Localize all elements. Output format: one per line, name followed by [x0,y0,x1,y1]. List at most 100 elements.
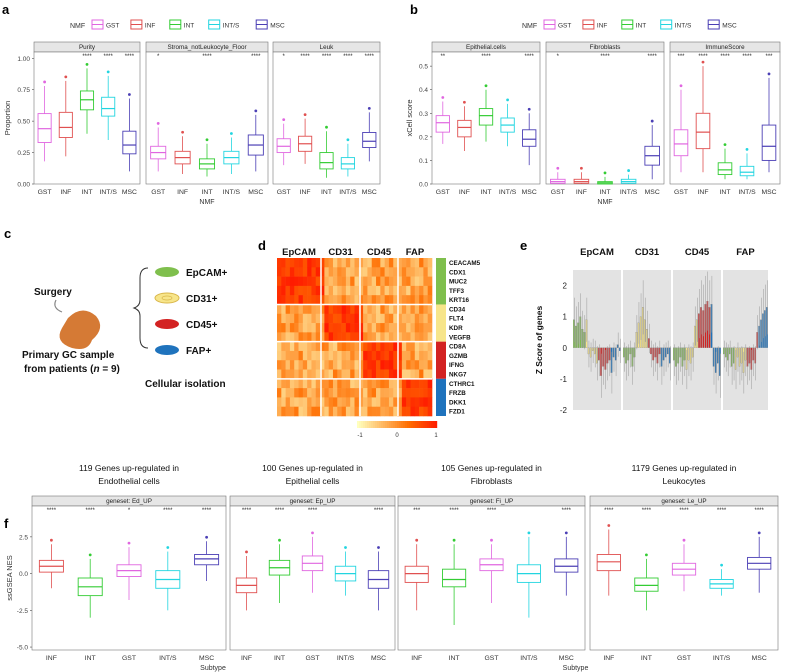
heatmap-cell [380,276,385,287]
heatmap-cell [294,332,299,342]
heatmap-cell [393,341,398,352]
heatmap-cell [376,267,381,277]
significance-label: *** [765,54,773,60]
zscore-bar [589,347,592,358]
heatmap-cell [376,378,381,389]
heatmap-cell [341,332,347,342]
zscore-bar [619,347,621,351]
y-tick-label: 1.00 [17,56,30,63]
heatmap-cell [324,313,329,324]
box-INF [404,565,429,583]
heatmap-cell [350,285,355,296]
zscore-bar [717,347,719,364]
outlier [463,100,466,104]
zscore-bar [644,319,646,348]
zscore-bar [617,344,619,348]
heatmap-cell [410,360,416,370]
heatmap-cell [337,332,342,342]
outlier [205,138,209,142]
zscore-bar [633,347,636,358]
heatmap-cell [419,341,424,352]
heatmap-cell [397,295,403,305]
cell-ellipse-CD45 [155,319,179,329]
heatmap-cell [414,388,420,398]
heatmap-cell [311,406,317,417]
heatmap-cell [281,397,286,408]
zscore-bar [681,347,684,367]
outlier [106,70,110,74]
heatmap-cell [294,341,299,352]
heatmap-cell [427,258,433,268]
heatmap-cell [285,313,291,324]
heatmap-cell [315,323,321,333]
zscore-bar [727,347,729,361]
heatmap-cell [320,397,325,408]
box-GST [435,115,450,133]
heatmap-cell [298,258,304,268]
heatmap-cell [363,323,368,333]
heatmap-cell [337,304,342,315]
facet-title: Epithelial.cells [466,44,506,51]
heatmap-cell [285,388,291,398]
colorbar-cell [397,421,400,428]
heatmap-cell [371,332,377,342]
heatmap-cell [397,267,403,277]
zscore-bar [710,304,713,348]
heatmap-cell [367,295,373,305]
heatmap-cell [289,397,295,408]
colorbar-cell [373,421,376,428]
heatmap-cell [388,378,394,389]
heatmap-cell [285,360,291,370]
legend-label: INF [597,23,608,30]
heatmap-cell [281,378,286,389]
heatmap-cell [358,313,364,324]
x-tick-label: INT/S [620,189,638,196]
heatmap-cell [315,258,321,268]
heatmap-cell [341,369,347,380]
heatmap-cell [376,360,381,370]
zscore-bar [596,347,598,364]
zscore-bar [604,347,607,370]
heatmap-cell [376,313,381,324]
gene-label: CTHRC1 [449,381,475,388]
x-tick-label: MSC [199,655,214,662]
gene-label: FRZB [449,390,466,397]
significance-label: **** [525,54,535,60]
zscore-bar [694,325,696,348]
heatmap-cell [393,304,398,315]
heatmap-cell [345,360,351,370]
heatmap-cell [302,360,308,370]
heatmap-column-label: EpCAM [282,247,316,258]
heatmap-cell [302,285,308,296]
significance-label: *** [677,54,685,60]
heatmap-cell [423,378,428,389]
heatmap-cell [388,285,394,296]
x-tick-label: INT [82,189,93,196]
heatmap-cell [324,276,329,287]
zscore-bar [623,347,625,358]
heatmap-cell [315,276,321,287]
heatmap-cell [427,323,433,333]
heatmap-cell [302,276,308,287]
outlier [205,535,209,539]
heatmap-cell [401,350,407,361]
heatmap-cell [350,276,355,287]
significance-label: **** [642,508,652,514]
x-tick-label: GST [436,189,450,196]
facet-header: Fibroblasts [471,476,513,486]
x-tick-label: INT [202,189,213,196]
x-tick-label: INT [321,189,332,196]
heatmap-cell [320,285,325,296]
heatmap-cell [354,304,360,315]
heatmap-cell [414,295,420,305]
heatmap-cell [277,360,282,370]
heatmap-cell [401,295,407,305]
heatmap-cell [371,285,377,296]
heatmap-cell [388,397,394,408]
x-tick-label: INT [274,655,285,662]
heatmap-cell [384,304,390,315]
facet-title: ImmuneScore [705,44,745,51]
heatmap-cell [285,378,291,389]
marker-label-FAP: FAP+ [186,346,211,357]
outlier [490,538,493,542]
